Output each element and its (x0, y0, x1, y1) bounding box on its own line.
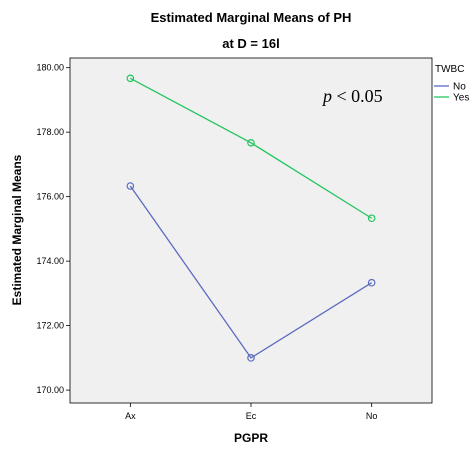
annotation-p: p (321, 86, 332, 106)
y-axis-label: Estimated Marginal Means (10, 154, 24, 305)
y-tick-label: 176.00 (36, 192, 64, 202)
data-point-yes (367, 214, 376, 223)
legend-title: TWBC (435, 64, 464, 75)
legend-label: Yes (453, 93, 469, 104)
data-point-no (247, 354, 255, 362)
series-line-yes (130, 77, 373, 219)
x-tick-label: Ec (246, 411, 257, 421)
x-tick-label: No (366, 411, 378, 421)
data-point-yes (247, 138, 255, 147)
y-tick-label: 180.00 (36, 63, 64, 73)
x-tick-label: Ax (125, 411, 136, 421)
x-axis: Ax Ec No (125, 403, 377, 421)
series-layer (126, 74, 376, 362)
y-tick-label: 172.00 (36, 321, 64, 331)
y-tick-label: 170.00 (36, 385, 64, 395)
x-axis-label: PGPR (234, 431, 268, 445)
data-point-no (367, 278, 376, 287)
data-point-yes (126, 74, 135, 83)
series-line-no (129, 185, 373, 359)
annotation-rest: < 0.05 (332, 86, 383, 106)
plot-area (69, 57, 433, 404)
legend-label: No (453, 82, 466, 93)
chart-subtitle: at D = 16l (222, 36, 279, 51)
y-axis: 170.00 172.00 174.00 176.00 178.00 180.00 (36, 63, 70, 395)
y-tick-label: 174.00 (36, 256, 64, 266)
data-point-no (126, 182, 135, 190)
chart-title: Estimated Marginal Means of PH (151, 10, 352, 25)
y-tick-label: 178.00 (36, 127, 64, 137)
annotation-pvalue: p < 0.05 (321, 86, 383, 106)
